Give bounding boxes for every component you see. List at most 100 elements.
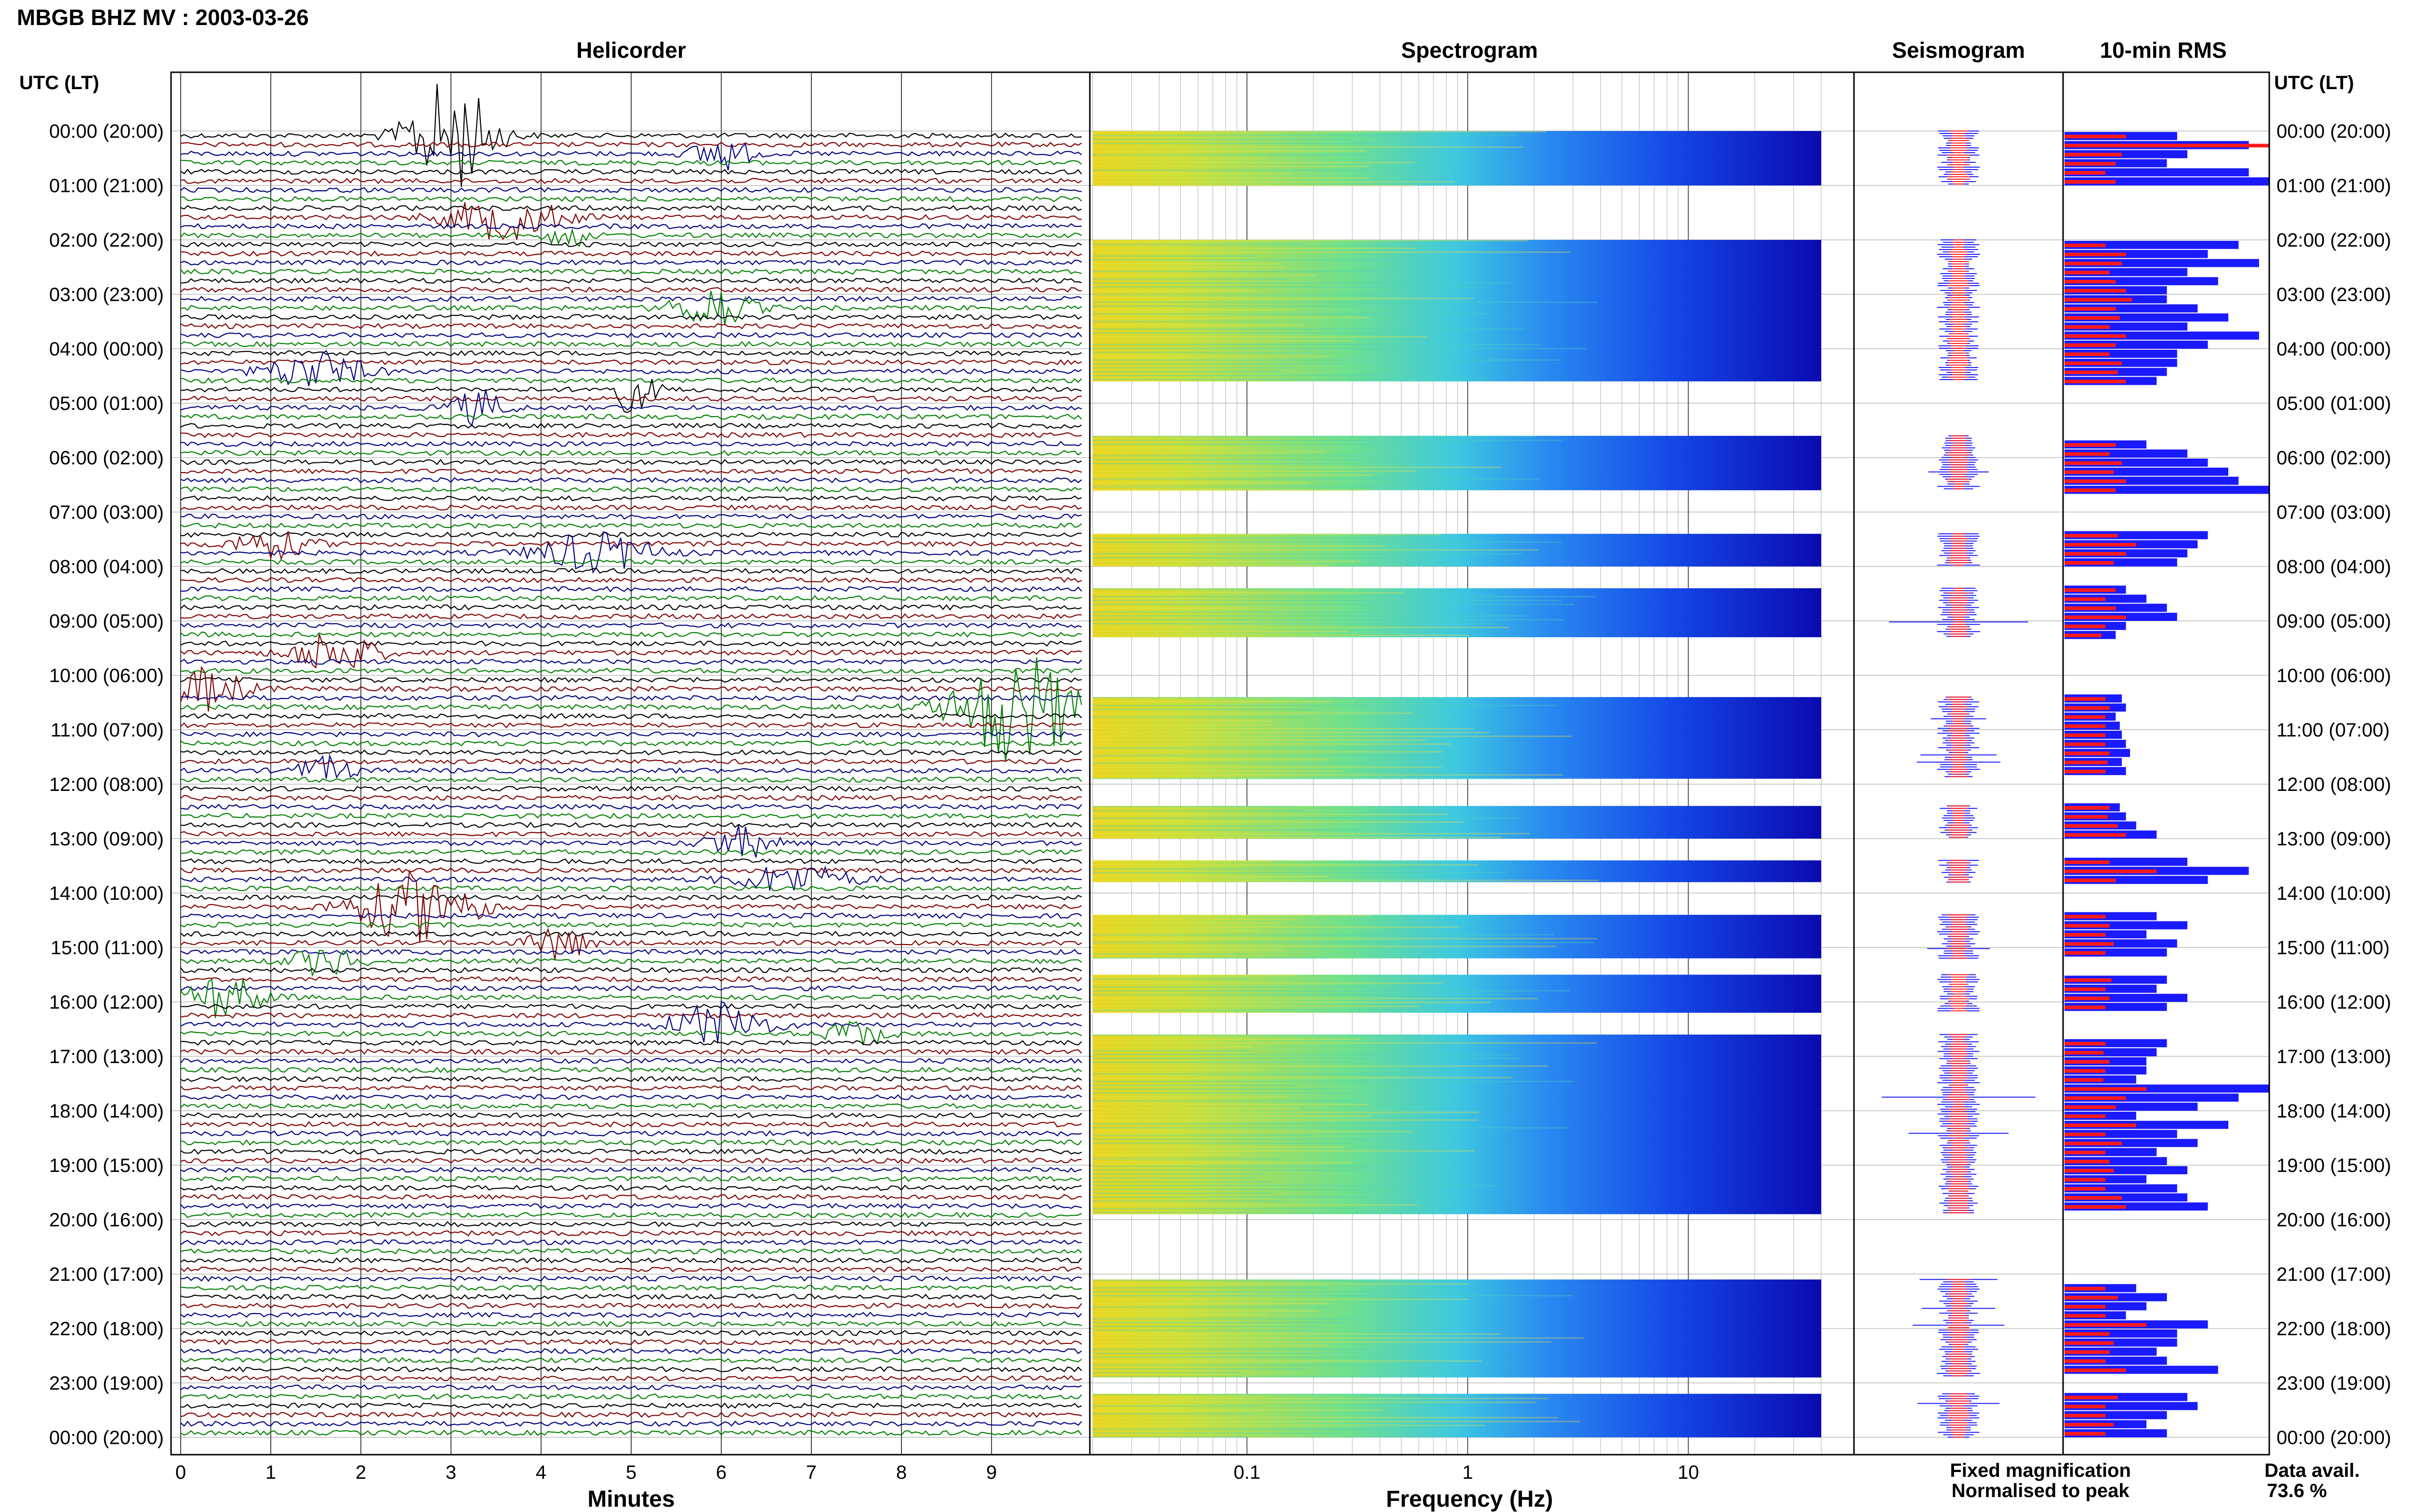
seismogram-title: Seismogram: [1892, 38, 2025, 63]
rms-bar-normalised: [2065, 933, 2105, 937]
spectrogram-block: [1093, 806, 1821, 839]
minute-tick-label: 9: [986, 1462, 997, 1483]
spectrogram-streak: [1093, 1150, 1475, 1152]
spectrogram-streak: [1093, 1279, 1376, 1281]
spectrogram-streak: [1093, 1192, 1273, 1194]
spectrogram-streak: [1093, 1341, 1551, 1343]
spectrogram-streak: [1093, 631, 1348, 632]
spectrogram-streak: [1093, 770, 1343, 772]
rms-bar-normalised: [2065, 951, 2105, 955]
helicorder-trace: [180, 1039, 1082, 1046]
rms-bar-normalised: [2065, 996, 2110, 1000]
spectrogram-streak: [1093, 978, 1249, 980]
spectrogram-streak: [1093, 251, 1570, 253]
time-label-right: 10:00 (06:00): [2277, 665, 2391, 686]
rms-bar-normalised: [2065, 1323, 2146, 1327]
rms-bar-normalised: [2065, 1196, 2122, 1200]
spectrogram-streak: [1093, 1318, 1355, 1320]
seismogram-frame: [1853, 71, 2064, 1456]
helicorder-trace: [180, 1167, 1082, 1173]
rms-bar-normalised: [2065, 162, 2116, 166]
time-label-right: 01:00 (21:00): [2277, 175, 2391, 197]
data-availability-value: 73.6 %: [2267, 1480, 2327, 1501]
frequency-tick-label: 1: [1462, 1462, 1473, 1483]
spectrogram-streak: [1093, 478, 1540, 480]
time-label-left: 10:00 (06:00): [49, 665, 164, 686]
spectrogram-streak: [1093, 1065, 1549, 1067]
spectrogram-streak: [1093, 1092, 1351, 1094]
helicorder-trace: [180, 141, 1082, 148]
helicorder-trace: [180, 794, 1082, 801]
spectrogram-streak: [1093, 1295, 1574, 1297]
helicorder-trace: [180, 1130, 1082, 1137]
rms-bar-normalised: [2065, 1350, 2110, 1354]
spectrogram-streak: [1093, 139, 1353, 140]
minute-tick-label: 8: [896, 1462, 907, 1483]
rms-bar-normalised: [2065, 488, 2116, 492]
spectrogram-streak: [1093, 720, 1272, 722]
spectrogram-streak: [1093, 1001, 1491, 1003]
spectrogram-streak: [1093, 705, 1557, 707]
spectrogram-streak: [1093, 298, 1474, 299]
helicorder-trace: [180, 1384, 1082, 1391]
spectrogram-streak: [1093, 553, 1523, 555]
spectrogram-streak: [1093, 953, 1247, 955]
rms-bar-normalised: [2065, 443, 2116, 447]
spectrogram-streak: [1093, 1417, 1559, 1419]
helicorder-trace: [180, 849, 1082, 856]
rms-bar-normalised: [2065, 1169, 2114, 1173]
rms-bar-normalised: [2065, 806, 2110, 810]
spectrogram-streak: [1093, 259, 1443, 261]
spectrogram-streak: [1093, 466, 1501, 468]
spectrogram-streak: [1093, 275, 1316, 276]
rms-bar-normalised: [2065, 1041, 2105, 1046]
spectrogram-streak: [1093, 359, 1561, 361]
spectrogram-streak: [1093, 942, 1594, 944]
spectrogram-streak: [1093, 930, 1261, 932]
spectrogram-streak: [1093, 162, 1415, 163]
helicorder-trace: [180, 395, 1082, 402]
helicorder-trace: [180, 277, 1082, 284]
spectrogram-streak: [1093, 1432, 1342, 1434]
helicorder-trace: [180, 1321, 1082, 1328]
spectrogram-streak: [1093, 302, 1598, 303]
spectrogram-streak: [1093, 363, 1346, 365]
helicorder-trace: [180, 314, 1082, 320]
minute-tick-label: 3: [446, 1462, 456, 1483]
rms-bar-normalised: [2065, 978, 2112, 982]
spectrogram-streak: [1093, 282, 1510, 284]
spectrogram-block: [1093, 240, 1821, 381]
seismogram-column: [1881, 131, 2036, 1438]
helicorder-trace: [180, 949, 1082, 977]
spectrogram-streak: [1093, 170, 1454, 171]
spectrogram-streak: [1093, 158, 1268, 159]
spectrogram-streak: [1093, 817, 1522, 819]
spectrogram-streak: [1093, 716, 1308, 718]
rms-bar-normalised: [2065, 1187, 2105, 1191]
spectrogram-streak: [1093, 1376, 1421, 1378]
rms-bar-normalised: [2065, 1105, 2116, 1109]
time-label-left: 22:00 (18:00): [49, 1318, 164, 1340]
spectrogram-block: [1093, 915, 1821, 959]
helicorder-trace: [180, 1203, 1082, 1210]
rms-bar-normalised: [2065, 1078, 2104, 1082]
helicorder-trace: [180, 825, 1082, 858]
time-label-left: 20:00 (16:00): [49, 1210, 164, 1231]
rms-bar-normalised: [2065, 352, 2110, 356]
spectrogram-streak: [1093, 1322, 1350, 1324]
helicorder-trace: [180, 379, 1082, 413]
spectrogram-streak: [1093, 305, 1437, 307]
helicorder-trace: [180, 1302, 1082, 1309]
spectrogram-streak: [1093, 829, 1362, 831]
helicorder-trace: [180, 622, 1082, 629]
rms-bar-normalised: [2065, 289, 2126, 293]
spectrogram-streak: [1093, 1173, 1266, 1175]
spectrogram-streak: [1093, 1119, 1478, 1121]
spectrogram-streak: [1093, 1005, 1420, 1007]
spectrogram-streak: [1093, 545, 1386, 547]
spectrogram-streak: [1093, 1420, 1580, 1422]
spectrogram-streak: [1093, 1397, 1549, 1399]
rms-bar-normalised: [2065, 1332, 2110, 1336]
spectrogram-streak: [1093, 868, 1447, 870]
spectrogram-streak: [1093, 185, 1413, 186]
